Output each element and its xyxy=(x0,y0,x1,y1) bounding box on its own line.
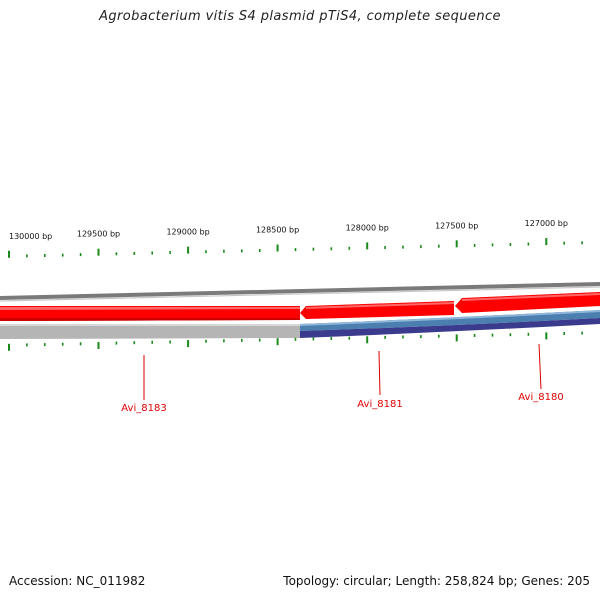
map-title: Agrobacterium vitis S4 plasmid pTiS4, co… xyxy=(99,9,501,24)
accession-text: Accession: NC_011982 xyxy=(9,574,146,588)
tick-label: 127500 bp xyxy=(435,221,478,230)
tick-label-group: 130000 bp 129500 bp 129000 bp 128500 bp 1280… xyxy=(9,219,568,241)
tick-label: 128500 bp xyxy=(256,226,299,235)
gene-label-avi-8181[interactable]: Avi_8181 xyxy=(357,399,402,410)
topology-summary-text: Topology: circular; Length: 258,824 bp; … xyxy=(283,574,590,588)
gene-arrow-avi-8181[interactable] xyxy=(300,301,454,319)
tick-label: 128000 bp xyxy=(346,223,389,232)
gene-label-avi-8183[interactable]: Avi_8183 xyxy=(121,403,166,414)
cds-segment-gray xyxy=(0,324,300,339)
gene-arrow-avi-8180[interactable] xyxy=(455,292,600,313)
inner-tick-track xyxy=(8,331,583,351)
tick-label: 129000 bp xyxy=(166,228,209,237)
outer-tick-track xyxy=(8,238,583,258)
backbone-line xyxy=(0,282,600,300)
tick-label: 127000 bp xyxy=(525,219,568,228)
gene-label-leader-avi-8180 xyxy=(538,343,542,390)
gene-track xyxy=(0,292,600,321)
cds-track xyxy=(0,310,600,339)
tick-label: 129500 bp xyxy=(77,230,120,239)
cds-segment-purple xyxy=(300,318,600,338)
tick-label: 130000 bp xyxy=(9,232,52,241)
gene-label-leader-avi-8181 xyxy=(378,350,381,396)
gene-label-avi-8180[interactable]: Avi_8180 xyxy=(518,392,563,403)
